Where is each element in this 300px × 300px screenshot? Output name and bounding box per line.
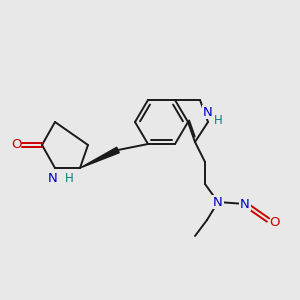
- Polygon shape: [80, 147, 119, 168]
- Text: N: N: [240, 197, 250, 211]
- Text: N: N: [203, 106, 213, 118]
- Text: H: H: [64, 172, 74, 185]
- Text: N: N: [213, 196, 223, 208]
- Text: H: H: [214, 113, 222, 127]
- Text: O: O: [12, 139, 22, 152]
- Text: N: N: [48, 172, 58, 185]
- Text: O: O: [269, 215, 279, 229]
